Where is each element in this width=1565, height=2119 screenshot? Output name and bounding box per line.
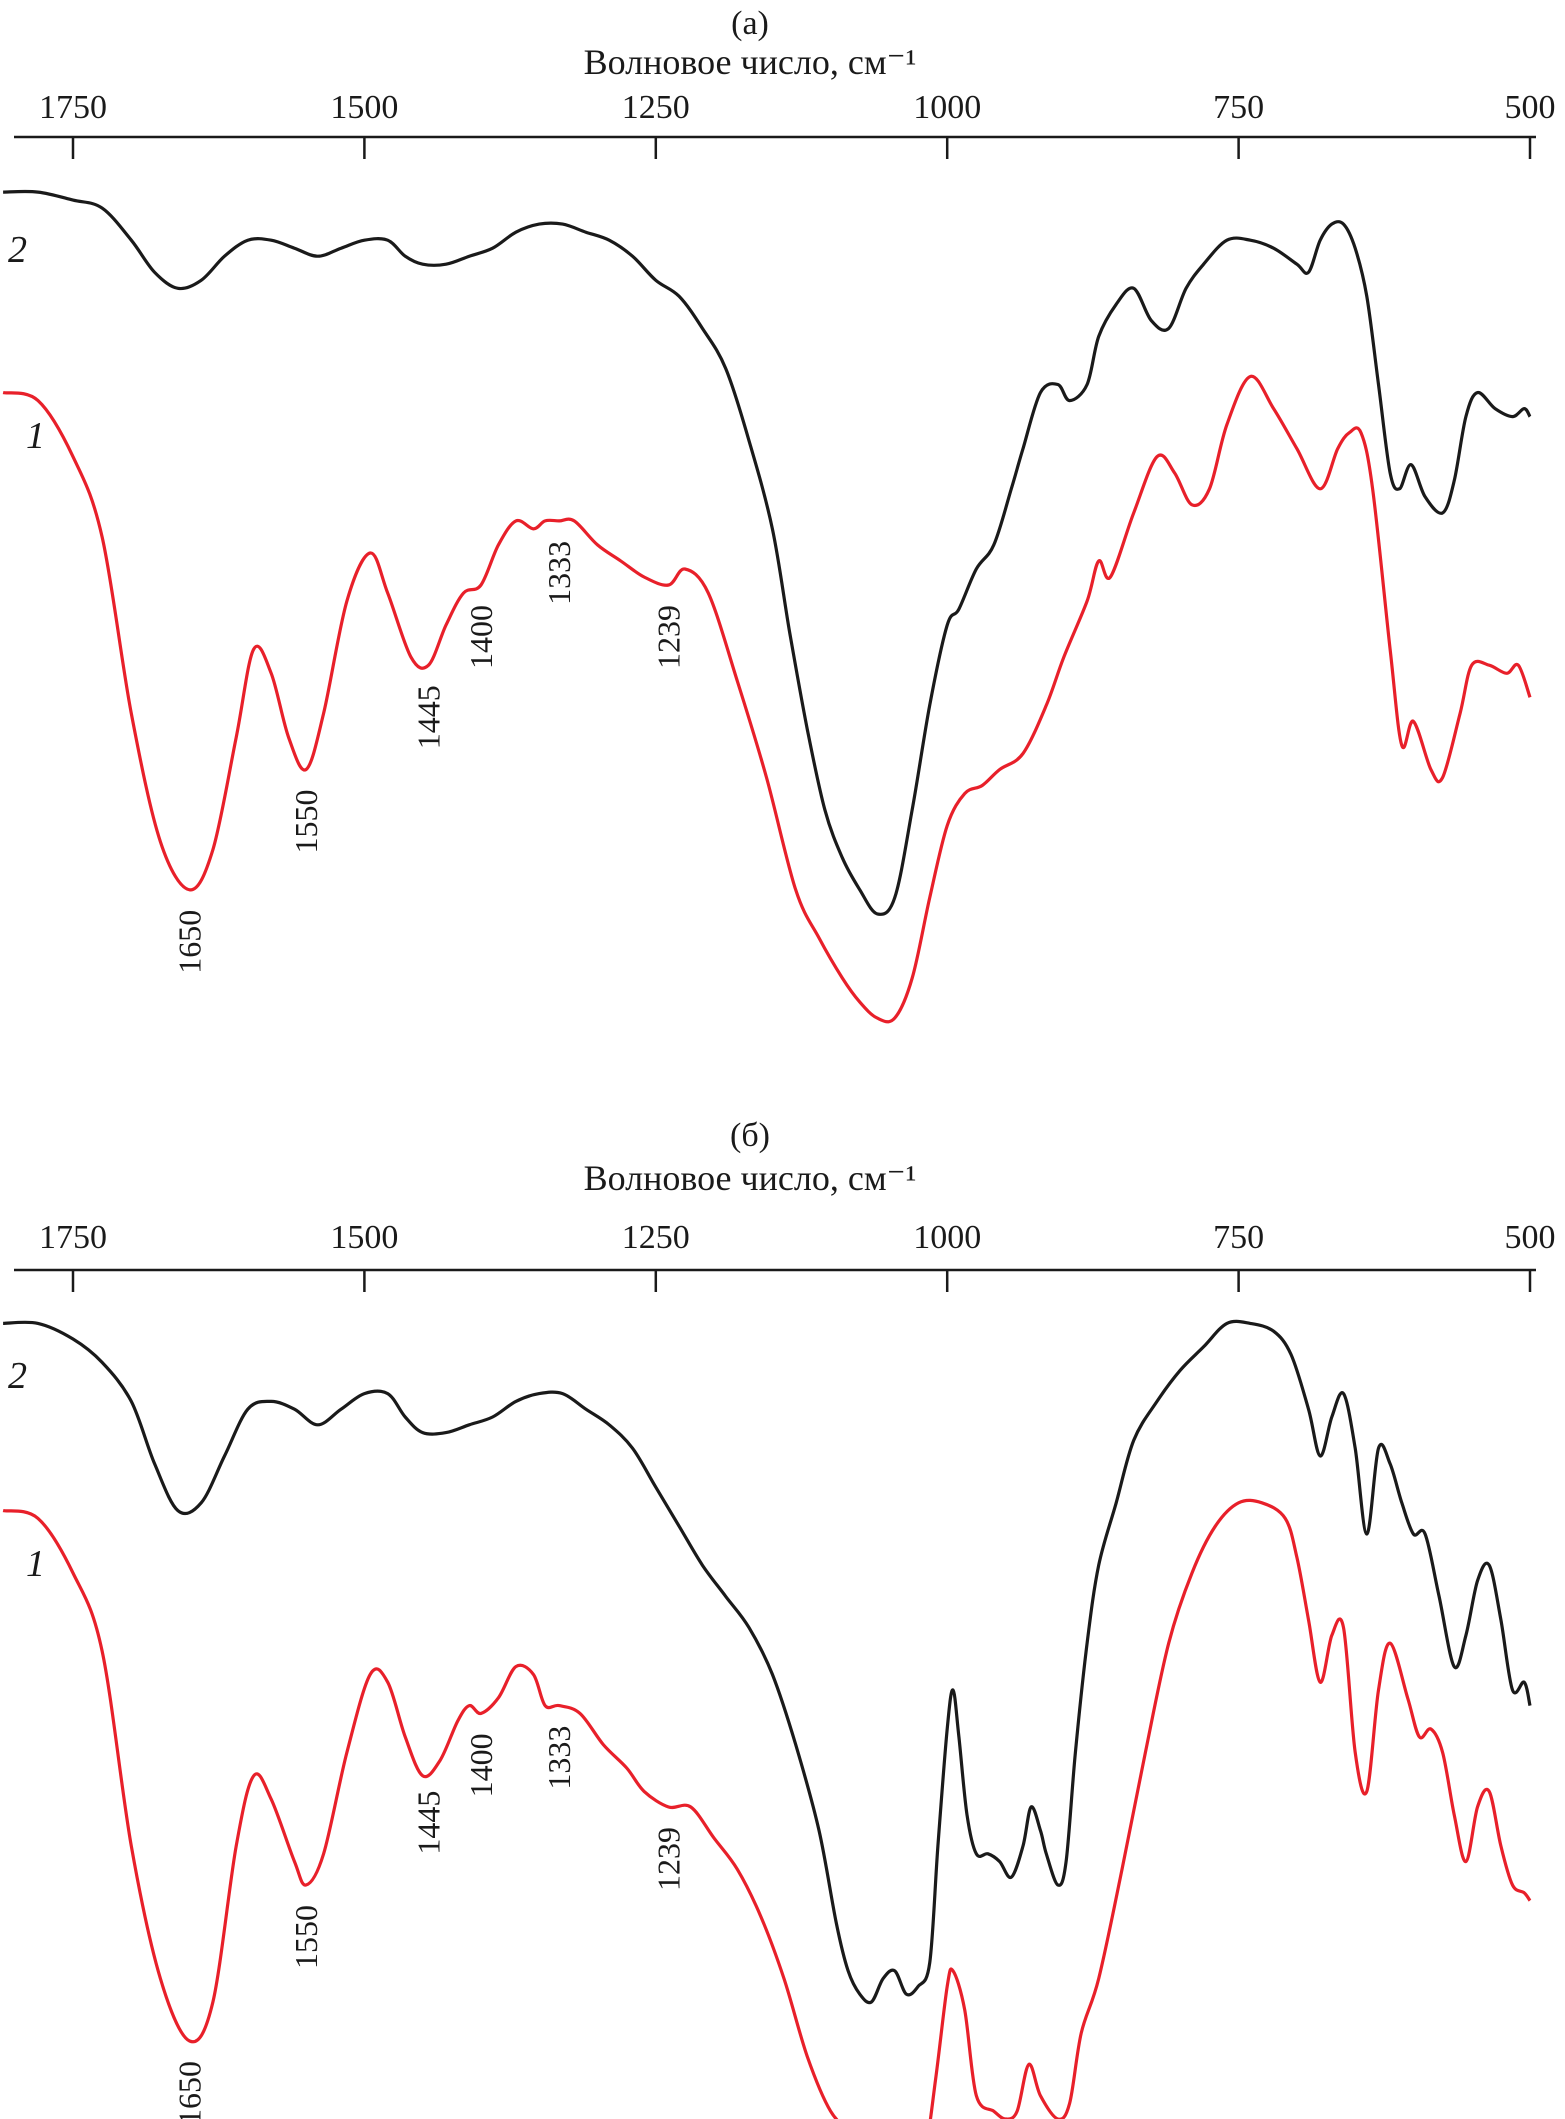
peak-label-1239: 1239 [651, 1827, 687, 1891]
panel-a-peak-labels: 1650 1550 1445 1400 1333 1239 [172, 541, 687, 974]
panel-b-curves [2, 1319, 1532, 2119]
series-2-line [3, 189, 1532, 916]
panel-a-curve-number-1: 1 [26, 415, 45, 457]
panel-a-title: (а) [731, 5, 769, 42]
x-tick-label: 1500 [330, 1219, 398, 1256]
peak-label-1445: 1445 [411, 685, 447, 749]
x-tick-label: 500 [1505, 1219, 1556, 1256]
panel-a-x-axis-title: Волновое число, см⁻¹ [584, 42, 917, 82]
series-1-line [2, 374, 1532, 1024]
panel-b-x-axis-title: Волновое число, см⁻¹ [584, 1158, 917, 1198]
peak-label-1550: 1550 [288, 790, 324, 854]
x-tick-label: 750 [1213, 1219, 1264, 1256]
panel-b-curve-number-2: 2 [8, 1355, 27, 1397]
panel-b-peak-labels: 1650 1550 1445 1400 1333 1239 [172, 1726, 687, 2119]
peak-label-1400: 1400 [463, 605, 499, 669]
panel-a-curve-number-2: 2 [8, 229, 27, 271]
x-tick-label: 750 [1213, 89, 1264, 126]
panel-b-ticks: 1750 1500 1250 1000 750 500 [39, 1219, 1556, 1292]
x-tick-label: 1000 [913, 89, 981, 126]
panel-a: (а) Волновое число, см⁻¹ 1750 1500 1250 100… [2, 5, 1556, 1024]
peak-label-1550: 1550 [288, 1905, 324, 1969]
x-tick-label: 1250 [622, 1219, 690, 1256]
x-tick-label: 1750 [39, 1219, 107, 1256]
peak-label-1650: 1650 [172, 910, 208, 974]
peak-label-1400: 1400 [463, 1733, 499, 1797]
x-tick-label: 500 [1505, 89, 1556, 126]
peak-label-1650: 1650 [172, 2061, 208, 2119]
peak-label-1239: 1239 [651, 605, 687, 669]
panel-a-curves [2, 189, 1532, 1024]
panel-b-curve-number-1: 1 [26, 1543, 45, 1585]
panel-b: (б) Волновое число, см⁻¹ 1750 1500 1250 100… [2, 1117, 1556, 2119]
peak-label-1445: 1445 [411, 1791, 447, 1855]
x-tick-label: 1750 [39, 89, 107, 126]
x-tick-label: 1250 [622, 89, 690, 126]
series-1-line [2, 1498, 1532, 2119]
series-2-line [3, 1319, 1532, 2005]
peak-label-1333: 1333 [541, 541, 577, 605]
peak-label-1333: 1333 [541, 1726, 577, 1790]
panel-a-ticks: 1750 1500 1250 1000 750 500 [39, 89, 1556, 159]
x-tick-label: 1000 [913, 1219, 981, 1256]
panel-b-title: (б) [730, 1117, 770, 1154]
x-tick-label: 1500 [330, 89, 398, 126]
